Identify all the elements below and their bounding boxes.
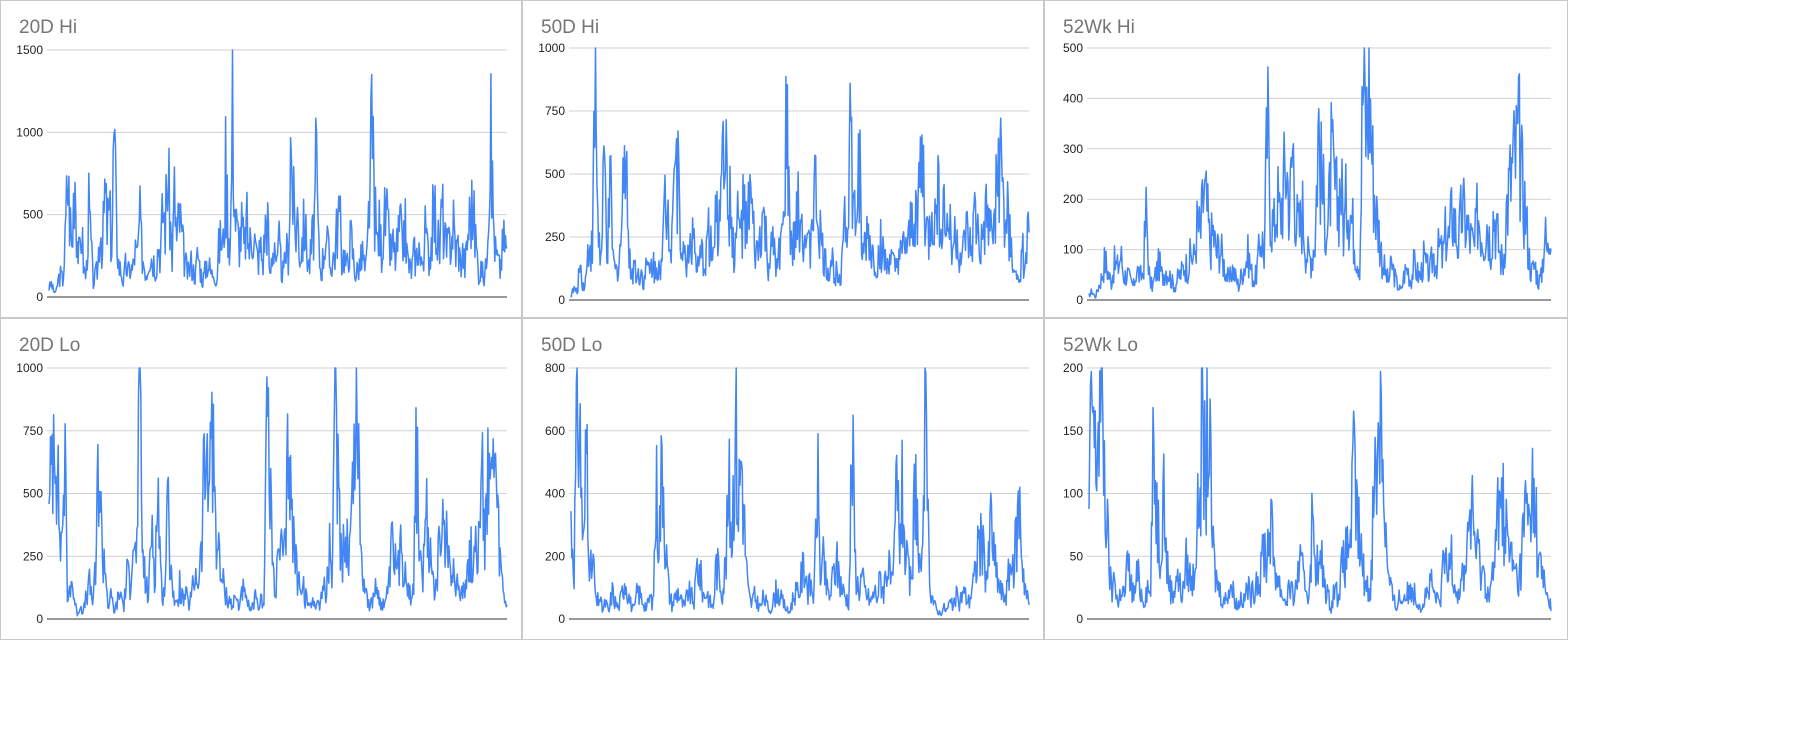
y-tick-label: 0	[36, 612, 43, 626]
y-tick-label: 1000	[16, 361, 43, 375]
y-tick-label: 0	[558, 612, 565, 626]
chart-title: 52Wk Lo	[1063, 335, 1138, 356]
y-tick-label: 600	[545, 424, 565, 438]
series-line	[570, 367, 1030, 617]
y-tick-label: 250	[545, 230, 565, 244]
y-tick-label: 300	[1063, 142, 1083, 156]
y-tick-label: 750	[545, 104, 565, 118]
series-line	[48, 367, 508, 617]
chart-title: 50D Hi	[541, 17, 600, 38]
chart-panel: 20D Lo 0 250 500 750 1000	[0, 318, 522, 640]
y-tick-label: 750	[23, 424, 43, 438]
y-tick-label: 200	[545, 549, 565, 563]
y-tick-label: 150	[1063, 424, 1083, 438]
y-tick-label: 1000	[538, 41, 565, 55]
chart-title: 52Wk Hi	[1063, 17, 1135, 38]
y-tick-label: 1000	[16, 125, 43, 139]
y-tick-label: 500	[1063, 41, 1083, 55]
chart-panel: 52Wk Lo 0 50 100 150 200	[1044, 318, 1568, 640]
chart-title: 50D Lo	[541, 335, 603, 356]
y-tick-label: 0	[1076, 612, 1083, 626]
chart-svg: 0 50 100 150 200	[1063, 361, 1552, 626]
chart-panel: 20D Hi 0 500 1000 1500	[0, 0, 522, 318]
y-tick-label: 500	[545, 167, 565, 181]
chart-svg: 0 500 1000 1500	[16, 43, 508, 304]
y-tick-label: 0	[558, 293, 565, 307]
y-tick-label: 250	[23, 549, 43, 563]
chart-svg: 0 250 500 750 1000	[538, 41, 1030, 307]
chart-panel: 50D Lo 0 200 400 600 800	[522, 318, 1044, 640]
chart-svg: 0 100 200 300 400 500	[1063, 41, 1552, 307]
y-tick-label: 100	[1063, 487, 1083, 501]
y-tick-label: 400	[545, 487, 565, 501]
chart-title: 20D Lo	[19, 335, 81, 356]
y-tick-label: 0	[1076, 293, 1083, 307]
y-tick-label: 200	[1063, 361, 1083, 375]
y-tick-label: 200	[1063, 192, 1083, 206]
series-line	[48, 49, 508, 293]
y-tick-label: 50	[1070, 549, 1084, 563]
chart-svg: 0 200 400 600 800	[545, 361, 1030, 626]
chart-svg: 0 250 500 750 1000	[16, 361, 508, 626]
y-tick-label: 1500	[16, 43, 43, 57]
series-line	[1088, 367, 1552, 614]
y-tick-label: 500	[23, 487, 43, 501]
chart-title: 20D Hi	[19, 17, 78, 38]
y-tick-label: 400	[1063, 91, 1083, 105]
y-tick-label: 0	[36, 290, 43, 304]
chart-panel: 50D Hi 0 250 500 750 1000	[522, 0, 1044, 318]
y-tick-label: 100	[1063, 243, 1083, 257]
series-line	[570, 47, 1030, 298]
chart-panel: 52Wk Hi 0 100 200 300 400 500	[1044, 0, 1568, 318]
y-tick-label: 800	[545, 361, 565, 375]
series-line	[1088, 47, 1552, 299]
y-tick-label: 500	[23, 208, 43, 222]
